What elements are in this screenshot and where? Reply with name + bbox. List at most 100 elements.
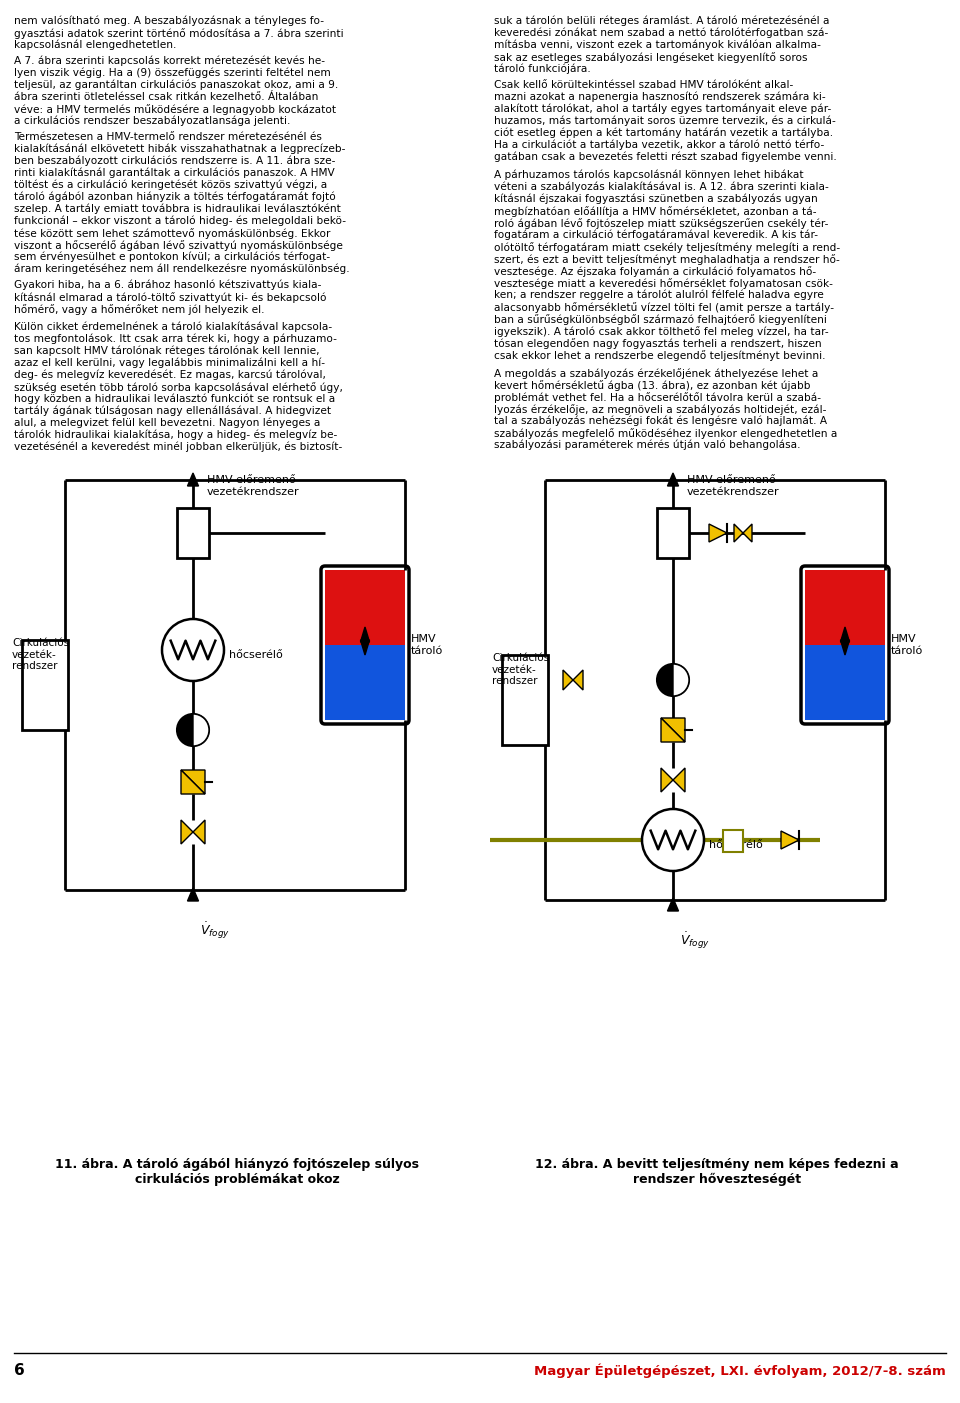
Text: HMV előremenő
vezetékrendszer: HMV előremenő vezetékrendszer	[687, 476, 780, 497]
Text: szabályozás megfelelő működéséhez ilyenkor elengedhetetlen a: szabályozás megfelelő működéséhez ilyenk…	[494, 428, 837, 439]
Text: alul, a melegvizet felül kell bevezetni. Nagyon lényeges a: alul, a melegvizet felül kell bevezetni.…	[14, 418, 321, 428]
Polygon shape	[743, 523, 752, 542]
Bar	[657, 508, 689, 558]
Text: hőcserélő: hőcserélő	[709, 840, 763, 850]
Bar	[325, 570, 405, 645]
Text: hogy közben a hidraulikai leválasztó funkciót se rontsuk el a: hogy közben a hidraulikai leválasztó fun…	[14, 394, 335, 404]
Polygon shape	[661, 718, 685, 742]
Bar	[22, 640, 68, 730]
Text: huzamos, más tartományait soros üzemre tervezik, és a cirkulá-: huzamos, más tartományait soros üzemre t…	[494, 116, 836, 126]
Text: ben beszabályozott cirkulációs rendszerre is. A 11. ábra sze-: ben beszabályozott cirkulációs rendszerr…	[14, 156, 335, 167]
Text: tése között sem lehet számottevő nyomáskülönbség. Ekkor: tése között sem lehet számottevő nyomásk…	[14, 229, 330, 239]
Text: ábra szerinti ötleteléssel csak ritkán kezelhető. Általában: ábra szerinti ötleteléssel csak ritkán k…	[14, 93, 319, 102]
Text: a cirkulációs rendszer beszabályozatlansága jelenti.: a cirkulációs rendszer beszabályozatlans…	[14, 116, 290, 126]
Polygon shape	[573, 671, 583, 690]
Text: hőcserélő: hőcserélő	[229, 650, 283, 659]
Text: tartály ágának túlságosan nagy ellenállásával. A hidegvizet: tartály ágának túlságosan nagy ellenállá…	[14, 405, 331, 417]
Text: tároló ágából azonban hiányzik a töltés térfogatáramát fojtó: tároló ágából azonban hiányzik a töltés …	[14, 192, 336, 202]
Text: HMV
tároló: HMV tároló	[891, 634, 924, 655]
Polygon shape	[181, 819, 193, 845]
Text: kevert hőmérsékletű ágba (13. ábra), ez azonban két újabb: kevert hőmérsékletű ágba (13. ábra), ez …	[494, 380, 810, 391]
Circle shape	[642, 810, 704, 871]
Text: alakított tárolókat, ahol a tartály egyes tartományait eleve pár-: alakított tárolókat, ahol a tartály egye…	[494, 104, 831, 115]
Text: $\dot{V}_{fogy}$: $\dot{V}_{fogy}$	[680, 930, 710, 951]
Text: lyozás érzékelője, az megnöveli a szabályozás holtidejét, ezál-: lyozás érzékelője, az megnöveli a szabál…	[494, 404, 827, 415]
Polygon shape	[181, 770, 205, 794]
Bar	[805, 645, 885, 720]
Text: nem valósítható meg. A beszabályozásnak a tényleges fo-: nem valósítható meg. A beszabályozásnak …	[14, 15, 324, 27]
Text: Csak kellő körültekintéssel szabad HMV tárolóként alkal-: Csak kellő körültekintéssel szabad HMV t…	[494, 80, 793, 90]
Text: vezetésénél a keveredést minél jobban elkerüljük, és biztosít-: vezetésénél a keveredést minél jobban el…	[14, 442, 343, 453]
Text: Ha a cirkulációt a tartályba vezetik, akkor a tároló nettó térfo-: Ha a cirkulációt a tartályba vezetik, ak…	[494, 140, 825, 150]
Bar	[177, 508, 209, 558]
Text: ban a sűrűségkülönbségből származó felhajtóerő kiegyenlíteni: ban a sűrűségkülönbségből származó felha…	[494, 314, 827, 325]
Text: töltést és a cirkuláció keringetését közös szivattyú végzi, a: töltést és a cirkuláció keringetését köz…	[14, 180, 327, 191]
Polygon shape	[193, 819, 205, 845]
Circle shape	[657, 664, 689, 696]
Text: viszont a hőcserélő ágában lévő szivattyú nyomáskülönbsége: viszont a hőcserélő ágában lévő szivatty…	[14, 240, 343, 251]
Text: vesztesége miatt a keveredési hőmérséklet folyamatosan csök-: vesztesége miatt a keveredési hőmérsékle…	[494, 278, 833, 289]
Text: 12. ábra. A bevitt teljesítmény nem képes fedezni a
rendszer hőveszteségét: 12. ábra. A bevitt teljesítmény nem képe…	[535, 1157, 899, 1186]
Text: gyasztási adatok szerint történő módosítása a 7. ábra szerinti: gyasztási adatok szerint történő módosít…	[14, 28, 344, 39]
Wedge shape	[673, 664, 689, 696]
Text: funkcionál – ekkor viszont a tároló hideg- és melegoldali bekö-: funkcionál – ekkor viszont a tároló hide…	[14, 216, 346, 226]
Text: gatában csak a bevezetés feletti részt szabad figyelembe venni.: gatában csak a bevezetés feletti részt s…	[494, 152, 837, 163]
Text: $\dot{V}_{fogy}$: $\dot{V}_{fogy}$	[200, 920, 230, 940]
Text: szabályozási paraméterek mérés útján való behangolása.: szabályozási paraméterek mérés útján val…	[494, 441, 801, 450]
Polygon shape	[187, 473, 199, 485]
Text: Gyakori hiba, ha a 6. ábrához hasonló kétszivattyús kiala-: Gyakori hiba, ha a 6. ábrához hasonló ké…	[14, 281, 322, 290]
Text: Cirkulációs
vezeték-
rendszer: Cirkulációs vezeték- rendszer	[492, 652, 549, 686]
Text: Természetesen a HMV-termelő rendszer méretezésénél és: Természetesen a HMV-termelő rendszer mér…	[14, 132, 322, 142]
Polygon shape	[667, 898, 679, 911]
Text: szükség esetén több tároló sorba kapcsolásával elérhető úgy,: szükség esetén több tároló sorba kapcsol…	[14, 382, 343, 393]
Polygon shape	[661, 767, 673, 793]
Text: problémát vethet fel. Ha a hőcserélőtől távolra kerül a szabá-: problémát vethet fel. Ha a hőcserélőtől …	[494, 391, 821, 403]
Polygon shape	[667, 473, 679, 485]
Text: megbízhatóan előállítja a HMV hőmérsékletet, azonban a tá-: megbízhatóan előállítja a HMV hőmérsékle…	[494, 206, 817, 217]
Text: Cirkulációs
vezeték-
rendszer: Cirkulációs vezeték- rendszer	[12, 638, 69, 671]
Text: olótöltő térfogatáram miatt csekély teljesítmény melegíti a rend-: olótöltő térfogatáram miatt csekély telj…	[494, 241, 840, 253]
Text: HMV előremenő
vezetékrendszer: HMV előremenő vezetékrendszer	[207, 476, 300, 497]
Bar	[723, 831, 743, 852]
Text: HMV
tároló: HMV tároló	[411, 634, 444, 655]
Polygon shape	[709, 523, 727, 542]
Text: hőmérő, vagy a hőmérőket nem jól helyezik el.: hőmérő, vagy a hőmérőket nem jól helyezi…	[14, 304, 265, 314]
Text: suk a tárolón belüli réteges áramlást. A tároló méretezésénél a: suk a tárolón belüli réteges áramlást. A…	[494, 15, 829, 27]
Text: tároló funkciójára.: tároló funkciójára.	[494, 65, 590, 74]
Text: 6: 6	[14, 1362, 25, 1378]
Text: mításba venni, viszont ezek a tartományok kiválóan alkalma-: mításba venni, viszont ezek a tartományo…	[494, 41, 821, 51]
Text: Külön cikket érdemelnének a tároló kialakításával kapcsola-: Külön cikket érdemelnének a tároló kiala…	[14, 323, 332, 333]
Bar	[325, 645, 405, 720]
Text: véve: a HMV termelés működésére a legnagyobb kockázatot: véve: a HMV termelés működésére a legnag…	[14, 104, 336, 115]
Text: A 7. ábra szerinti kapcsolás korrekt méretezését kevés he-: A 7. ábra szerinti kapcsolás korrekt mér…	[14, 56, 325, 66]
Text: ciót esetleg éppen a két tartomány határán vezetik a tartályba.: ciót esetleg éppen a két tartomány határ…	[494, 128, 833, 139]
Text: ken; a rendszer reggelre a tárolót alulról félfelé haladva egyre: ken; a rendszer reggelre a tárolót alulr…	[494, 290, 824, 300]
Text: sem érvényesülhet e pontokon kívül; a cirkulációs térfogat-: sem érvényesülhet e pontokon kívül; a ci…	[14, 253, 330, 262]
Text: roló ágában lévő fojtószelep miatt szükségszerűen csekély tér-: roló ágában lévő fojtószelep miatt szüks…	[494, 217, 828, 229]
Text: csak ekkor lehet a rendszerbe elegendő teljesítményt bevinni.: csak ekkor lehet a rendszerbe elegendő t…	[494, 349, 826, 361]
Polygon shape	[841, 640, 850, 655]
Bar	[502, 655, 548, 745]
Text: mazni azokat a napenergia hasznosító rendszerek számára ki-: mazni azokat a napenergia hasznosító ren…	[494, 93, 826, 102]
Wedge shape	[193, 714, 209, 746]
Text: lyen viszik végig. Ha a (9) összefüggés szerinti feltétel nem: lyen viszik végig. Ha a (9) összefüggés …	[14, 67, 331, 79]
Polygon shape	[734, 523, 743, 542]
Text: keveredési zónákat nem szabad a nettó tárolótérfogatban szá-: keveredési zónákat nem szabad a nettó tá…	[494, 28, 828, 38]
Polygon shape	[361, 627, 370, 643]
Text: azaz el kell kerülni, vagy legalábbis minimalizálni kell a hí-: azaz el kell kerülni, vagy legalábbis mi…	[14, 358, 325, 369]
Text: Magyar Épületgépészet, LXI. évfolyam, 2012/7-8. szám: Magyar Épületgépészet, LXI. évfolyam, 20…	[535, 1362, 946, 1378]
Text: vesztesége. Az éjszaka folyamán a cirkuláció folyamatos hő-: vesztesége. Az éjszaka folyamán a cirkul…	[494, 267, 816, 276]
Text: rinti kialakításnál garantáltak a cirkulációs panaszok. A HMV: rinti kialakításnál garantáltak a cirkul…	[14, 168, 335, 178]
Text: tal a szabályozás nehézségi fokát és lengésre való hajlamát. A: tal a szabályozás nehézségi fokát és len…	[494, 417, 827, 427]
Text: kialakításánál elkövetett hibák visszahathatnak a legprecízeb-: kialakításánál elkövetett hibák visszaha…	[14, 145, 346, 154]
Circle shape	[177, 714, 209, 746]
Text: kapcsolásnál elengedhetetlen.: kapcsolásnál elengedhetetlen.	[14, 41, 177, 51]
Text: A párhuzamos tárolós kapcsolásnál könnyen lehet hibákat: A párhuzamos tárolós kapcsolásnál könnye…	[494, 170, 804, 181]
Text: teljesül, az garantáltan cirkulációs panaszokat okoz, ami a 9.: teljesül, az garantáltan cirkulációs pan…	[14, 80, 338, 91]
Text: tárolók hidraulikai kialakítása, hogy a hideg- és melegvíz be-: tárolók hidraulikai kialakítása, hogy a …	[14, 429, 337, 441]
Text: szert, és ezt a bevitt teljesítményt meghaladhatja a rendszer hő-: szert, és ezt a bevitt teljesítményt meg…	[494, 254, 840, 265]
Circle shape	[162, 619, 224, 680]
Polygon shape	[781, 831, 799, 849]
Text: sak az esetleges szabályozási lengéseket kiegyenlítő soros: sak az esetleges szabályozási lengéseket…	[494, 52, 807, 63]
Polygon shape	[361, 640, 370, 655]
